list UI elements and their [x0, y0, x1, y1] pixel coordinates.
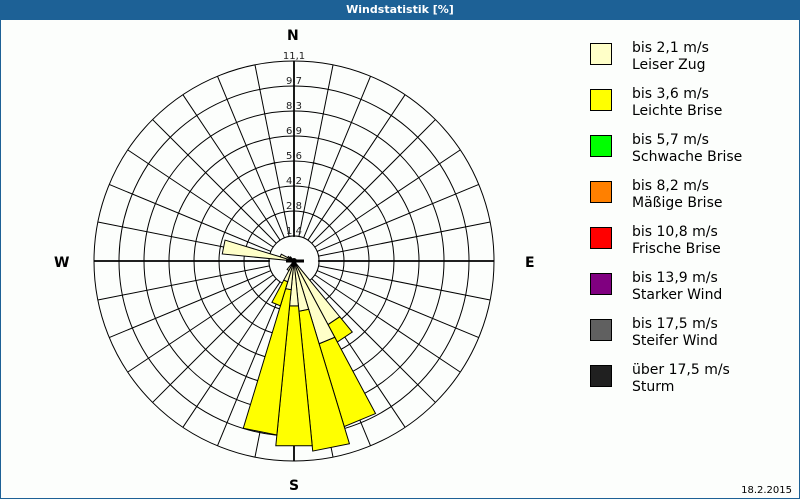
legend-speed: bis 10,8 m/s	[632, 224, 718, 240]
legend-speed: bis 13,9 m/s	[632, 270, 718, 286]
svg-text:9,7: 9,7	[286, 76, 302, 87]
svg-text:4,2: 4,2	[286, 176, 302, 187]
svg-text:1,4: 1,4	[286, 226, 302, 237]
legend-label: Steifer Wind	[632, 333, 718, 349]
legend-label: Starker Wind	[632, 287, 723, 303]
legend-swatch-7	[590, 365, 612, 387]
svg-text:5,6: 5,6	[286, 151, 302, 162]
legend-label: Sturm	[632, 379, 675, 395]
footer-date: 18.2.2015	[741, 485, 792, 496]
legend-swatch-5	[590, 273, 612, 295]
legend-swatch-3	[590, 181, 612, 203]
legend-swatch-1	[590, 89, 612, 111]
svg-text:6,9: 6,9	[286, 126, 302, 137]
compass-east: E	[525, 255, 535, 271]
svg-text:8,3: 8,3	[286, 101, 302, 112]
svg-text:2,8: 2,8	[286, 201, 302, 212]
legend-label: Frische Brise	[632, 241, 721, 257]
legend-swatch-0	[590, 43, 612, 65]
legend-label: Mäßige Brise	[632, 195, 723, 211]
legend-swatch-2	[590, 135, 612, 157]
legend-label: Schwache Brise	[632, 149, 743, 165]
legend-speed: über 17,5 m/s	[632, 362, 730, 378]
legend-label: Leichte Brise	[632, 103, 723, 119]
legend-speed: bis 5,7 m/s	[632, 132, 709, 148]
wind-petals	[221, 239, 377, 452]
legend-speed: bis 3,6 m/s	[632, 86, 709, 102]
legend-swatch-6	[590, 319, 612, 341]
svg-text:11,1: 11,1	[283, 51, 305, 62]
legend-speed: bis 8,2 m/s	[632, 178, 709, 194]
legend-swatch-4	[590, 227, 612, 249]
legend-speed: bis 2,1 m/s	[632, 40, 709, 56]
legend-label: Leiser Zug	[632, 57, 706, 73]
ring-labels: 1,4 2,8 4,2 5,6 6,9 8,3 9,7 11,1	[283, 51, 305, 237]
compass-south: S	[289, 478, 300, 494]
legend-speed: bis 17,5 m/s	[632, 316, 718, 332]
compass-north: N	[287, 28, 299, 44]
chart-title: Windstatistik [%]	[0, 0, 800, 20]
compass-west: W	[54, 255, 70, 271]
